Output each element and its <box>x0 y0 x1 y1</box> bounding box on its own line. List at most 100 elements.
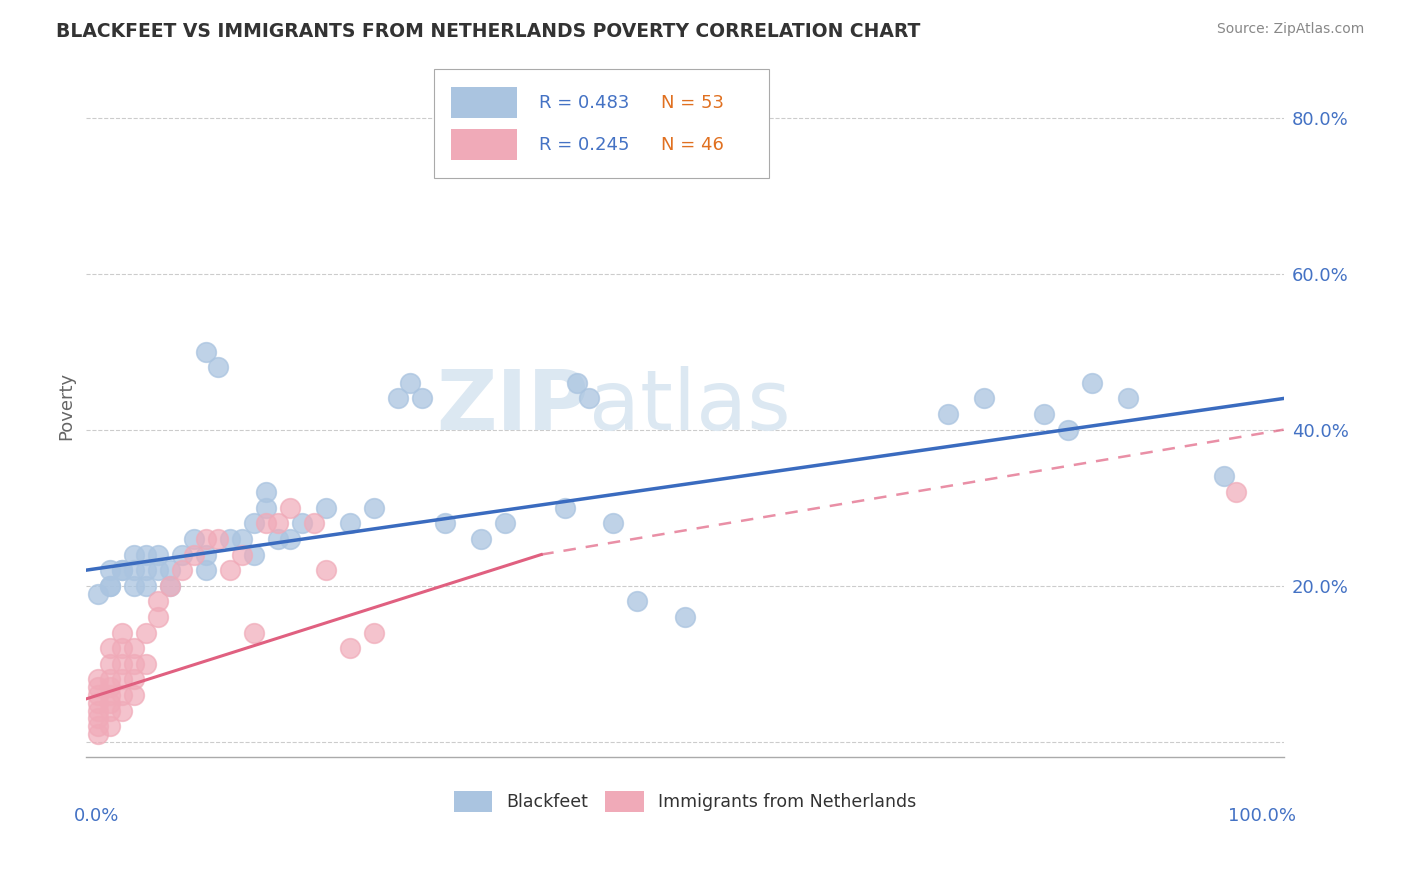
Point <box>159 579 181 593</box>
Point <box>195 344 218 359</box>
FancyBboxPatch shape <box>451 87 517 119</box>
Point <box>938 407 960 421</box>
Text: N = 53: N = 53 <box>661 94 724 112</box>
Point <box>87 673 110 687</box>
Point <box>170 548 193 562</box>
Text: R = 0.245: R = 0.245 <box>538 136 630 153</box>
Point <box>87 704 110 718</box>
Text: 100.0%: 100.0% <box>1227 806 1295 824</box>
Point <box>98 680 121 694</box>
Point <box>243 516 266 531</box>
Point <box>98 657 121 671</box>
Point <box>135 657 157 671</box>
Point <box>122 673 145 687</box>
Point <box>1057 423 1080 437</box>
Point <box>87 727 110 741</box>
Text: ZIP: ZIP <box>437 366 589 447</box>
Point <box>135 625 157 640</box>
Point <box>98 673 121 687</box>
Point <box>626 594 648 608</box>
Point <box>98 641 121 656</box>
Point <box>122 579 145 593</box>
Point <box>98 688 121 702</box>
Point <box>494 516 516 531</box>
Point <box>207 360 229 375</box>
Y-axis label: Poverty: Poverty <box>58 372 75 441</box>
Point <box>434 516 457 531</box>
Point <box>578 392 600 406</box>
Point <box>111 704 134 718</box>
Point <box>159 579 181 593</box>
Point <box>302 516 325 531</box>
Point <box>673 610 696 624</box>
Point <box>111 657 134 671</box>
Point <box>159 563 181 577</box>
Point <box>207 532 229 546</box>
Point <box>243 548 266 562</box>
Text: atlas: atlas <box>589 366 792 447</box>
Point <box>387 392 409 406</box>
Point <box>122 657 145 671</box>
Point <box>602 516 624 531</box>
Point <box>87 711 110 725</box>
Point <box>363 500 385 515</box>
Point <box>170 563 193 577</box>
Point <box>554 500 576 515</box>
Text: R = 0.483: R = 0.483 <box>538 94 630 112</box>
Point <box>98 563 121 577</box>
Point <box>267 516 290 531</box>
Point <box>267 532 290 546</box>
Point <box>111 563 134 577</box>
Point <box>98 579 121 593</box>
Point <box>183 532 205 546</box>
Point <box>195 548 218 562</box>
Point <box>146 563 169 577</box>
Point <box>146 548 169 562</box>
Legend: Blackfeet, Immigrants from Netherlands: Blackfeet, Immigrants from Netherlands <box>447 784 922 819</box>
Text: BLACKFEET VS IMMIGRANTS FROM NETHERLANDS POVERTY CORRELATION CHART: BLACKFEET VS IMMIGRANTS FROM NETHERLANDS… <box>56 22 921 41</box>
Point <box>254 485 277 500</box>
Point <box>411 392 433 406</box>
Point <box>315 563 337 577</box>
Point <box>111 563 134 577</box>
FancyBboxPatch shape <box>451 128 517 161</box>
Point <box>195 532 218 546</box>
Point <box>98 696 121 710</box>
Point <box>470 532 492 546</box>
Point <box>195 563 218 577</box>
Point <box>87 696 110 710</box>
Text: N = 46: N = 46 <box>661 136 724 153</box>
Point <box>291 516 314 531</box>
Point <box>231 532 253 546</box>
Point <box>111 673 134 687</box>
Point <box>98 704 121 718</box>
Point <box>1212 469 1234 483</box>
Point <box>111 625 134 640</box>
Point <box>254 500 277 515</box>
Point <box>111 688 134 702</box>
Point <box>339 641 361 656</box>
Point <box>87 688 110 702</box>
Point <box>122 641 145 656</box>
Point <box>278 500 301 515</box>
Point <box>363 625 385 640</box>
Point <box>122 688 145 702</box>
Text: 0.0%: 0.0% <box>75 806 120 824</box>
Point <box>567 376 589 390</box>
Point <box>146 610 169 624</box>
FancyBboxPatch shape <box>433 70 769 178</box>
Point <box>219 532 242 546</box>
Point <box>122 548 145 562</box>
Point <box>135 548 157 562</box>
Point <box>973 392 995 406</box>
Point <box>1116 392 1139 406</box>
Point <box>98 579 121 593</box>
Text: Source: ZipAtlas.com: Source: ZipAtlas.com <box>1216 22 1364 37</box>
Point <box>398 376 420 390</box>
Point <box>146 594 169 608</box>
Point <box>135 579 157 593</box>
Point <box>183 548 205 562</box>
Point <box>1225 485 1247 500</box>
Point <box>315 500 337 515</box>
Point <box>98 719 121 733</box>
